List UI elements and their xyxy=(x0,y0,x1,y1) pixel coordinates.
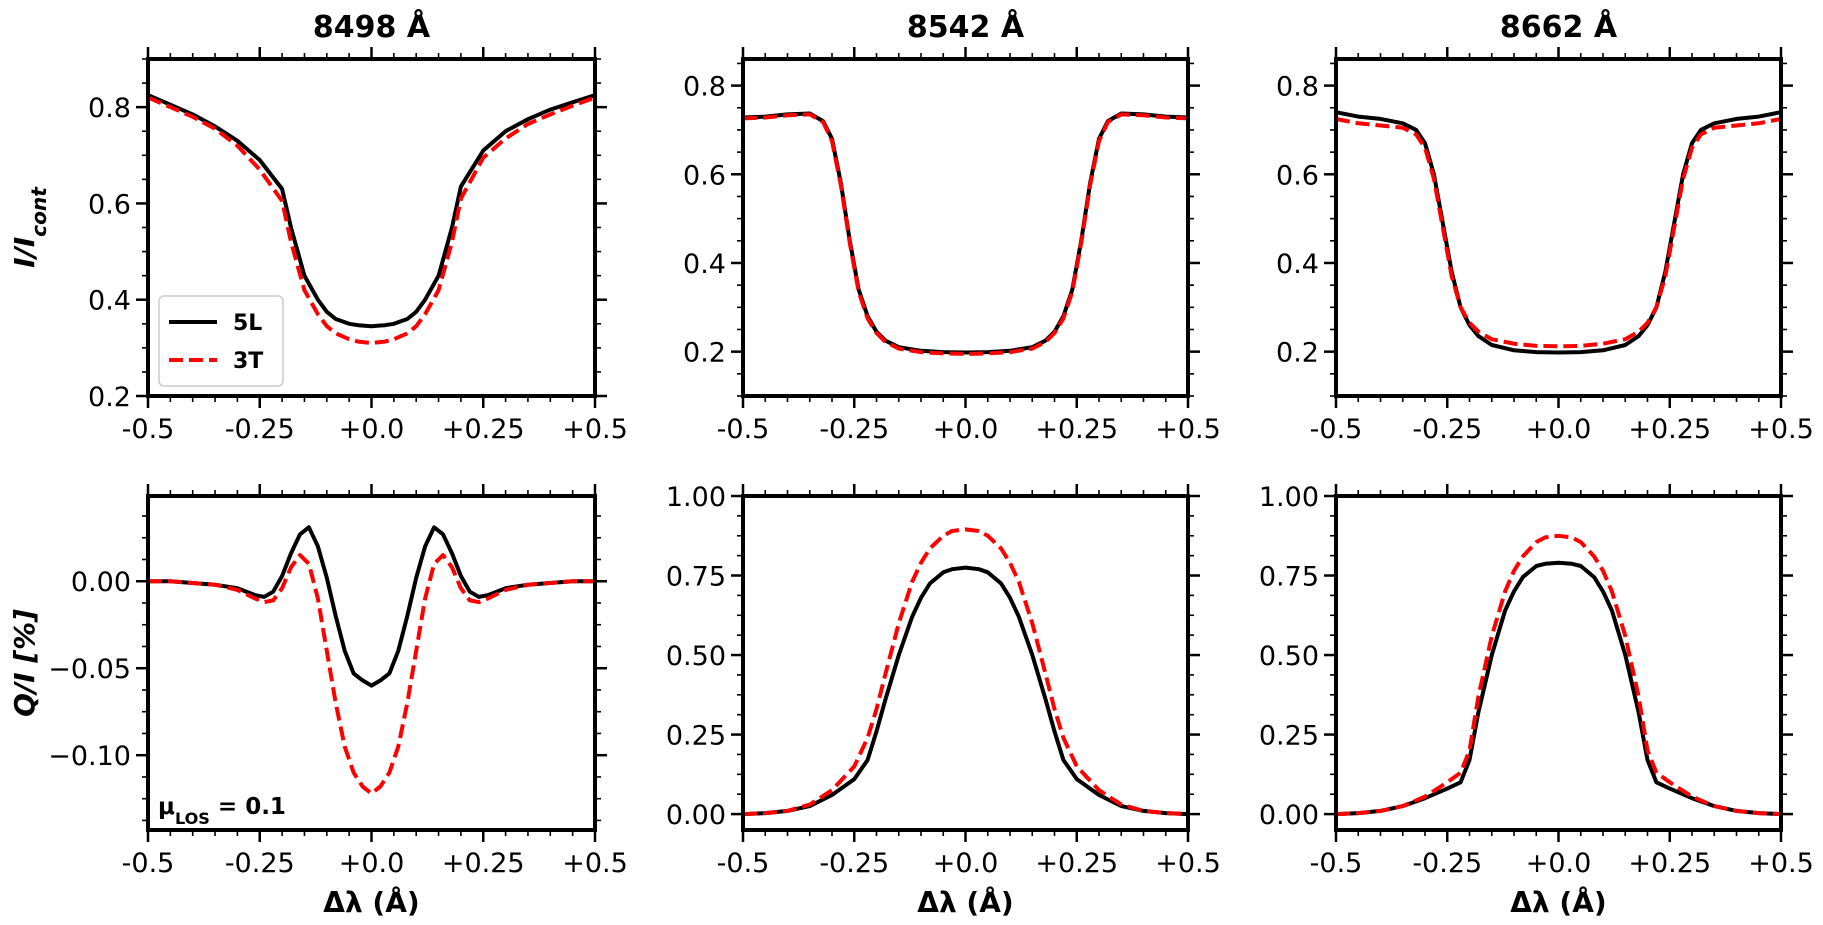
y-tick-label: 0.25 xyxy=(1259,721,1319,752)
series-group xyxy=(148,93,595,345)
panel-title: 8542 Å xyxy=(907,8,1025,45)
x-tick-label: -0.5 xyxy=(122,414,175,445)
x-tick-label: +0.0 xyxy=(339,848,405,879)
series-line-5l xyxy=(743,111,1188,355)
x-tick-label: +0.25 xyxy=(442,414,525,445)
y-tick-label: 0.6 xyxy=(1276,160,1319,191)
x-tick-label: +0.25 xyxy=(1035,414,1118,445)
x-tick-label: +0.0 xyxy=(933,848,999,879)
y-tick-label: 0.8 xyxy=(683,72,726,103)
axes-frame xyxy=(741,57,1190,398)
x-tick-label: +0.25 xyxy=(442,848,525,879)
x-tick-label: -0.5 xyxy=(717,414,770,445)
y-tick-label: 0.6 xyxy=(88,189,131,220)
x-tick-label: +0.5 xyxy=(1155,414,1221,445)
series-group xyxy=(1336,533,1781,817)
x-tick-label: -0.5 xyxy=(122,848,175,879)
y-tick-label: 1.00 xyxy=(1259,482,1319,513)
x-tick-label: -0.25 xyxy=(225,414,295,445)
y-tick-label: 0.4 xyxy=(1276,249,1319,280)
x-axis-label: Δλ (Å) xyxy=(917,885,1013,919)
x-tick-label: -0.5 xyxy=(1310,848,1363,879)
mu-annotation: μLOS = 0.1 xyxy=(158,794,286,828)
series-group xyxy=(1336,110,1781,355)
x-tick-label: +0.0 xyxy=(339,414,405,445)
y-tick-label: 0.25 xyxy=(666,721,726,752)
x-tick-label: -0.25 xyxy=(1412,414,1482,445)
y-tick-label: 0.2 xyxy=(683,338,726,369)
axes-frame xyxy=(1334,494,1783,832)
panel-title: 8498 Å xyxy=(313,8,431,45)
y-tick-label: 0.50 xyxy=(1259,641,1319,672)
series-line-3t xyxy=(148,95,595,345)
series-line-5l xyxy=(1336,110,1781,355)
x-axis-label: Δλ (Å) xyxy=(1510,885,1606,919)
panel-top-right: -0.5 -0.25 +0.0 +0.25 +0.5 0.2 0.4 0.6 0.8 8662 Å xyxy=(1276,8,1814,445)
legend: 5L 3T xyxy=(158,295,284,387)
x-tick-label: +0.25 xyxy=(1628,848,1711,879)
series-group xyxy=(148,525,595,796)
x-tick-label: +0.25 xyxy=(1035,848,1118,879)
x-tick-label: +0.5 xyxy=(562,414,628,445)
series-line-3t xyxy=(1336,116,1781,349)
x-tick-label: -0.5 xyxy=(1310,414,1363,445)
y-tick-label: 0.8 xyxy=(1276,72,1319,103)
x-tick-label: +0.0 xyxy=(933,414,999,445)
y-tick-label: −0.05 xyxy=(48,654,131,685)
y-tick-label: 0.4 xyxy=(88,286,131,317)
axes-frame xyxy=(146,57,597,398)
y-tick-label: 0.75 xyxy=(666,562,726,593)
series-line-3t xyxy=(743,112,1188,356)
y-tick-label: 0.50 xyxy=(666,641,726,672)
x-tick-label: -0.25 xyxy=(1412,848,1482,879)
legend-label-5l: 5L xyxy=(233,311,262,336)
x-tick-label: -0.25 xyxy=(819,414,889,445)
y-tick-label: 0.2 xyxy=(88,382,131,413)
y-tick-label: −0.10 xyxy=(48,741,131,772)
y-axis-label: Q/I [%] xyxy=(8,609,41,717)
legend-box xyxy=(158,295,284,387)
series-line-3t xyxy=(148,553,595,796)
x-tick-label: +0.5 xyxy=(1748,414,1814,445)
y-tick-label: 1.00 xyxy=(666,482,726,513)
x-tick-label: +0.0 xyxy=(1526,848,1592,879)
x-tick-label: -0.5 xyxy=(717,848,770,879)
x-axis-label: Δλ (Å) xyxy=(323,885,419,919)
panel-bottom-right: -0.5 -0.25 +0.0 +0.25 +0.5 0.00 0.25 0.50 0.75 1.… xyxy=(1259,482,1814,919)
x-tick-label: +0.5 xyxy=(562,848,628,879)
axes-frame xyxy=(146,494,597,832)
series-line-3t xyxy=(743,527,1188,817)
x-tick-label: +0.0 xyxy=(1526,414,1592,445)
y-tick-label: 0.75 xyxy=(1259,562,1319,593)
series-line-3t xyxy=(1336,533,1781,817)
series-line-5l xyxy=(148,93,595,329)
x-tick-label: +0.5 xyxy=(1155,848,1221,879)
panel-top-left: -0.5 -0.25 +0.0 +0.25 +0.5 0.2 0.4 0.6 0.8 8498 Å… xyxy=(8,8,628,445)
axes-frame xyxy=(1334,57,1783,398)
series-line-5l xyxy=(743,565,1188,817)
panel-title: 8662 Å xyxy=(1500,8,1618,45)
series-group xyxy=(743,527,1188,817)
y-tick-label: 0.6 xyxy=(683,160,726,191)
y-tick-label: 0.00 xyxy=(71,567,131,598)
series-group xyxy=(743,111,1188,356)
y-axis-label: I/Icont xyxy=(8,186,51,268)
axes-frame xyxy=(741,494,1190,832)
x-tick-label: +0.25 xyxy=(1628,414,1711,445)
y-tick-label: 0.4 xyxy=(683,249,726,280)
series-line-5l xyxy=(1336,560,1781,817)
x-tick-label: -0.25 xyxy=(225,848,295,879)
series-line-5l xyxy=(148,525,595,688)
panel-top-middle: -0.5 -0.25 +0.0 +0.25 +0.5 0.2 0.4 0.6 0.8 8542 Å xyxy=(683,8,1221,445)
y-tick-label: 0.00 xyxy=(666,800,726,831)
y-tick-label: 0.2 xyxy=(1276,338,1319,369)
panel-bottom-left: -0.5 -0.25 +0.0 +0.25 +0.5 0.00 −0.05 −0.10Q/I … xyxy=(8,484,628,919)
y-tick-label: 0.00 xyxy=(1259,800,1319,831)
y-tick-label: 0.8 xyxy=(88,93,131,124)
panel-bottom-middle: -0.5 -0.25 +0.0 +0.25 +0.5 0.00 0.25 0.50 0.75 1.… xyxy=(666,482,1221,919)
x-tick-label: +0.5 xyxy=(1748,848,1814,879)
x-tick-label: -0.25 xyxy=(819,848,889,879)
legend-label-3t: 3T xyxy=(233,349,263,374)
